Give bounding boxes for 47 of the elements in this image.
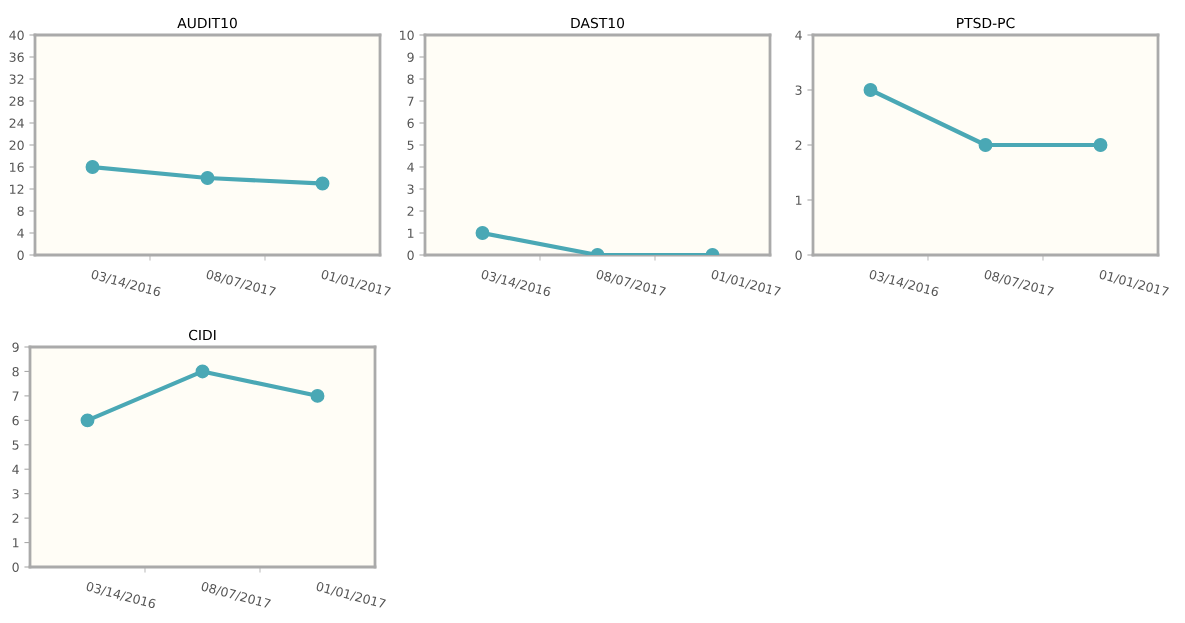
chart-title: DAST10 <box>571 17 625 29</box>
y-tick-label: 5 <box>12 440 19 450</box>
y-tick-label: 8 <box>12 366 19 377</box>
y-tick-label: 7 <box>407 96 414 106</box>
point <box>80 413 95 428</box>
y-tick-label: 8 <box>407 74 414 84</box>
y-tick-label: 6 <box>407 118 414 128</box>
y-tick-label: 1 <box>408 228 414 238</box>
y-tick-label: 4 <box>407 162 414 172</box>
y-tick-label: 32 <box>9 74 24 84</box>
y-tick-label: 0 <box>795 250 802 260</box>
y-tick-label: 2 <box>407 206 414 216</box>
y-tick-label: 2 <box>795 140 802 150</box>
y-tick-label: 0 <box>407 250 414 260</box>
point <box>315 176 330 191</box>
chart-title: CIDI <box>188 329 216 341</box>
y-tick-label: 0 <box>17 250 24 260</box>
y-tick-label: 3 <box>795 85 802 95</box>
y-tick-label: 4 <box>795 30 802 40</box>
y-tick-label: 4 <box>17 228 24 238</box>
chart-title: PTSD-PC <box>957 17 1015 29</box>
y-tick-label: 9 <box>407 52 414 62</box>
y-tick-label: 1 <box>796 195 802 205</box>
y-tick-label: 36 <box>9 52 24 62</box>
y-tick-label: 5 <box>407 140 414 150</box>
y-tick-label: 16 <box>10 162 24 172</box>
y-tick-label: 4 <box>12 464 19 474</box>
point <box>85 160 100 174</box>
y-tick-label: 2 <box>12 513 19 523</box>
chart-title: AUDIT10 <box>177 17 237 29</box>
y-tick-label: 3 <box>407 184 414 194</box>
y-tick-label: 20 <box>9 140 24 150</box>
y-tick-label: 1 <box>13 538 19 548</box>
y-tick-label: 12 <box>10 184 24 194</box>
point <box>195 364 210 379</box>
y-tick-label: 0 <box>12 562 19 572</box>
y-tick-label: 7 <box>12 391 19 401</box>
y-tick-label: 40 <box>9 30 24 40</box>
y-tick-label: 3 <box>12 489 19 499</box>
point <box>310 388 325 403</box>
y-tick-label: 24 <box>9 118 24 128</box>
y-tick-label: 10 <box>400 30 414 40</box>
y-tick-label: 6 <box>12 415 19 426</box>
y-tick-label: 9 <box>12 342 19 352</box>
y-tick-label: 8 <box>17 206 24 216</box>
point <box>200 171 215 185</box>
y-tick-label: 28 <box>9 96 24 106</box>
